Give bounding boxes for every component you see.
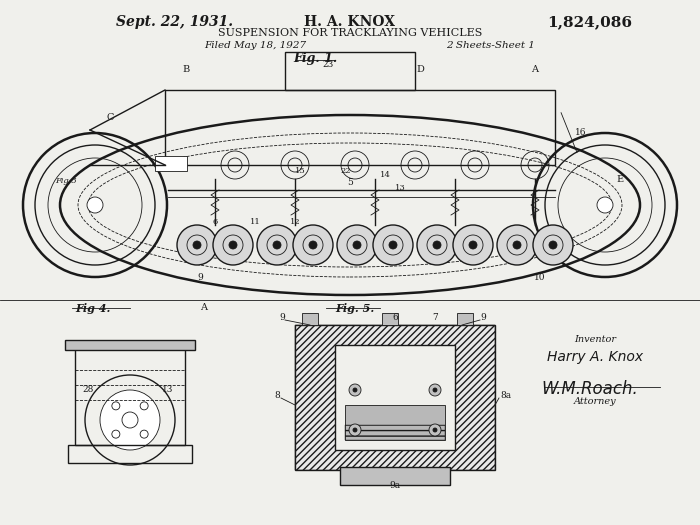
Text: 11: 11 <box>250 218 260 226</box>
Text: E: E <box>617 175 624 184</box>
Text: Fig 4.: Fig 4. <box>75 303 111 314</box>
Text: Inventor: Inventor <box>574 335 616 344</box>
Text: 2 Sheets-Sheet 1: 2 Sheets-Sheet 1 <box>446 41 534 50</box>
Text: 9: 9 <box>197 273 203 282</box>
Circle shape <box>417 225 457 265</box>
Bar <box>457 313 473 325</box>
Text: Harry A. Knox: Harry A. Knox <box>547 350 643 364</box>
Circle shape <box>513 241 521 249</box>
Bar <box>75 345 185 445</box>
Text: Fig. 1.: Fig. 1. <box>293 52 337 65</box>
Bar <box>382 313 398 325</box>
Circle shape <box>353 241 361 249</box>
Circle shape <box>433 388 437 392</box>
Circle shape <box>429 384 441 396</box>
Circle shape <box>353 388 357 392</box>
Bar <box>295 325 495 470</box>
Bar <box>165 90 555 165</box>
Bar <box>302 313 318 325</box>
Text: 13: 13 <box>395 184 406 192</box>
Text: Attorney: Attorney <box>574 397 616 406</box>
Circle shape <box>533 225 573 265</box>
Circle shape <box>257 225 297 265</box>
Text: 16: 16 <box>575 128 587 137</box>
Circle shape <box>337 225 377 265</box>
Text: 14: 14 <box>380 171 391 179</box>
Text: A: A <box>200 303 207 312</box>
Bar <box>68 445 192 463</box>
Text: C: C <box>106 112 113 121</box>
Circle shape <box>349 384 361 396</box>
Circle shape <box>213 225 253 265</box>
Text: A: A <box>531 66 538 75</box>
Circle shape <box>229 241 237 249</box>
Text: B: B <box>183 66 190 75</box>
Bar <box>335 345 455 450</box>
Text: D: D <box>416 66 424 75</box>
Circle shape <box>309 241 317 249</box>
Bar <box>340 467 450 485</box>
Text: 13: 13 <box>162 385 174 394</box>
Circle shape <box>549 241 557 249</box>
Circle shape <box>193 241 201 249</box>
Text: 10: 10 <box>534 273 546 282</box>
Circle shape <box>389 241 397 249</box>
Bar <box>155 156 187 171</box>
Text: 7: 7 <box>432 313 438 322</box>
Bar <box>65 340 195 350</box>
Circle shape <box>273 241 281 249</box>
Text: 12: 12 <box>290 218 300 226</box>
Text: 9: 9 <box>480 313 486 322</box>
Circle shape <box>353 428 357 432</box>
Text: W.M.Roach.: W.M.Roach. <box>542 380 638 398</box>
Text: Fig. 5.: Fig. 5. <box>335 303 375 314</box>
Circle shape <box>497 225 537 265</box>
Bar <box>345 405 445 440</box>
Circle shape <box>87 197 103 213</box>
Circle shape <box>469 241 477 249</box>
Circle shape <box>453 225 493 265</box>
Text: 9: 9 <box>279 313 285 322</box>
Circle shape <box>433 428 437 432</box>
Text: 1,824,086: 1,824,086 <box>547 15 633 29</box>
Circle shape <box>293 225 333 265</box>
Circle shape <box>100 390 160 450</box>
Text: 6: 6 <box>212 218 218 226</box>
Text: Filed May 18, 1927: Filed May 18, 1927 <box>204 41 306 50</box>
Bar <box>295 325 495 470</box>
Text: Sept. 22, 1931.: Sept. 22, 1931. <box>116 15 234 29</box>
Text: 28: 28 <box>82 385 93 394</box>
Circle shape <box>429 424 441 436</box>
Text: H. A. KNOX: H. A. KNOX <box>304 15 395 29</box>
Text: 8a: 8a <box>500 391 511 400</box>
Circle shape <box>597 197 613 213</box>
Circle shape <box>177 225 217 265</box>
Text: 22: 22 <box>340 167 351 175</box>
Text: Fig 3: Fig 3 <box>55 177 77 185</box>
Bar <box>285 52 415 90</box>
Circle shape <box>349 424 361 436</box>
Text: 9a: 9a <box>389 481 400 490</box>
Text: 5: 5 <box>347 178 353 187</box>
Circle shape <box>433 241 441 249</box>
Text: 8: 8 <box>274 391 280 400</box>
Bar <box>345 425 445 440</box>
Text: 23: 23 <box>323 60 334 69</box>
Circle shape <box>373 225 413 265</box>
Text: 15: 15 <box>295 167 306 175</box>
Text: 6: 6 <box>392 313 398 322</box>
Text: SUSPENSION FOR TRACKLAYING VEHICLES: SUSPENSION FOR TRACKLAYING VEHICLES <box>218 28 482 38</box>
